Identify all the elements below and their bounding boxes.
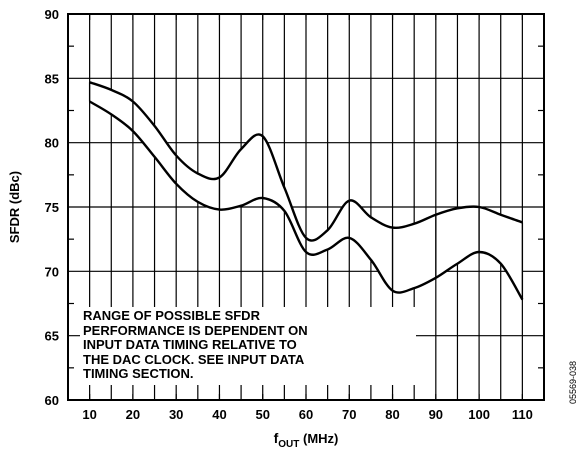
x-tick-label: 30 — [169, 407, 183, 422]
y-tick-label: 65 — [45, 329, 59, 344]
y-tick-label: 70 — [45, 264, 59, 279]
y-tick-label: 60 — [45, 393, 59, 408]
x-tick-label: 110 — [512, 407, 533, 422]
sfdr-upper-curve — [89, 81, 523, 242]
x-tick-label: 60 — [299, 407, 313, 422]
y-tick-labels: 60 65 70 75 80 85 90 — [45, 7, 59, 408]
annotation-line: THE DAC CLOCK. SEE INPUT DATA — [83, 351, 305, 367]
sfdr-lower-curve — [88, 100, 524, 301]
x-tick-labels: 10 20 30 40 50 60 70 80 90 100 110 — [82, 407, 532, 422]
annotation-note: RANGE OF POSSIBLE SFDR PERFORMANCE IS DE… — [80, 307, 416, 385]
sfdr-range-band — [88, 81, 524, 301]
x-tick-label: 80 — [385, 407, 399, 422]
x-tick-label: 70 — [342, 407, 356, 422]
x-axis-label-subscript: OUT — [278, 439, 299, 450]
x-tick-label: 100 — [468, 407, 490, 422]
x-tick-label: 20 — [126, 407, 140, 422]
figure-id: 05569-038 — [568, 360, 578, 404]
x-axis-label: fOUT (MHz) — [274, 430, 339, 450]
annotation-line: INPUT DATA TIMING RELATIVE TO — [83, 337, 297, 353]
y-tick-label: 75 — [45, 200, 59, 215]
x-tick-label: 40 — [212, 407, 226, 422]
plot-frame — [67, 13, 545, 401]
y-tick-label: 80 — [45, 136, 59, 151]
x-tick-label: 10 — [82, 407, 96, 422]
y-tick-label: 90 — [45, 7, 59, 22]
annotation-line: PERFORMANCE IS DEPENDENT ON — [83, 322, 308, 338]
x-tick-label: 90 — [429, 407, 443, 422]
y-tick-label: 85 — [45, 71, 59, 86]
annotation-line: RANGE OF POSSIBLE SFDR — [83, 308, 260, 323]
x-tick-label: 50 — [255, 407, 269, 422]
annotation-line: TIMING SECTION. — [83, 366, 194, 382]
sfdr-band-fill — [89, 82, 523, 300]
y-axis-label: SFDR (dBc) — [7, 171, 22, 243]
